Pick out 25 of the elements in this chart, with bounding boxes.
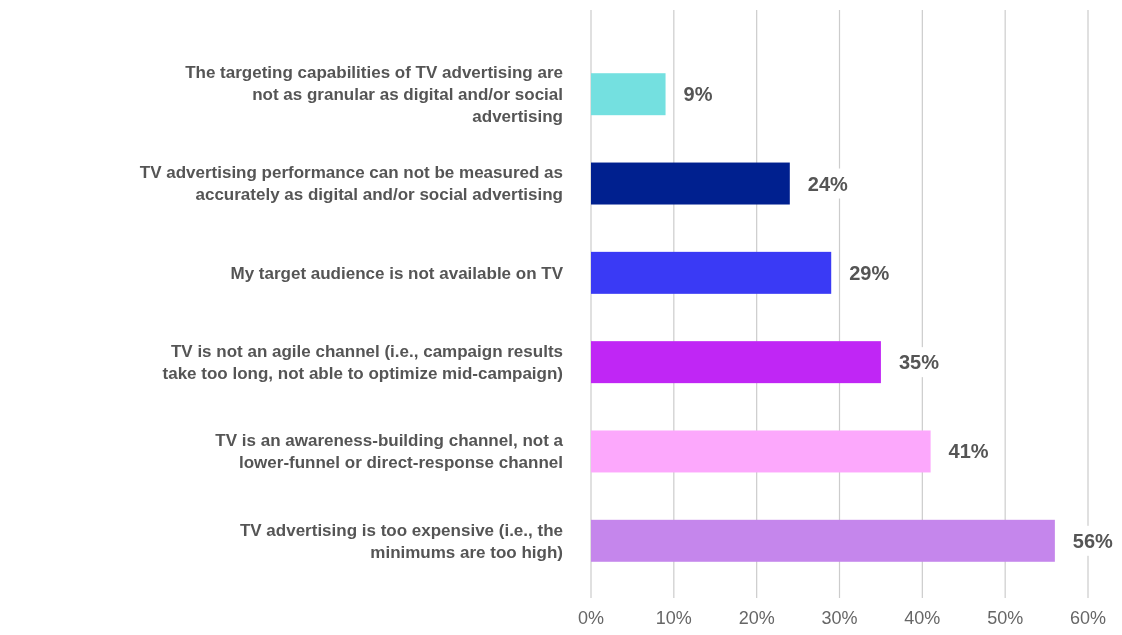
data-label: 35% [898,351,940,374]
bar [591,162,790,205]
x-tick-label: 20% [738,608,775,628]
data-label: 24% [807,172,849,195]
bar [591,519,1055,562]
y-tick-label: TV is an awareness-building channel, not a lower-funnel or direct-response channel [215,431,564,473]
bar [591,341,881,384]
x-tick-label: 30% [821,608,858,628]
data-label: 29% [849,261,890,284]
y-tick-label: TV is not an agile channel (i.e., campaign results take too long, not able to optimize mid-campaign) [162,342,563,384]
y-tick-label: My target audience is not available on TV [230,263,564,283]
bar [591,73,666,116]
y-tick-label: TV advertising performance can not be measured as accurately as digital and/or social advertising [139,163,563,205]
x-tick-label: 10% [655,608,692,628]
y-tick-label: TV advertising is too expensive (i.e., the minimums are too high) [239,520,563,562]
data-label: 9% [683,83,713,106]
x-tick-label: 40% [904,608,941,628]
y-tick-label: The targeting capabilities of TV advertising are not as granular as digital and/or social advertising [185,63,563,127]
data-label: 41% [948,440,989,463]
x-tick-label: 50% [987,608,1024,628]
x-tick-label: 60% [1069,608,1107,628]
data-label: 56% [1072,529,1114,552]
bar [591,251,832,294]
bar [591,430,931,473]
x-tick-label: 0% [577,608,605,628]
